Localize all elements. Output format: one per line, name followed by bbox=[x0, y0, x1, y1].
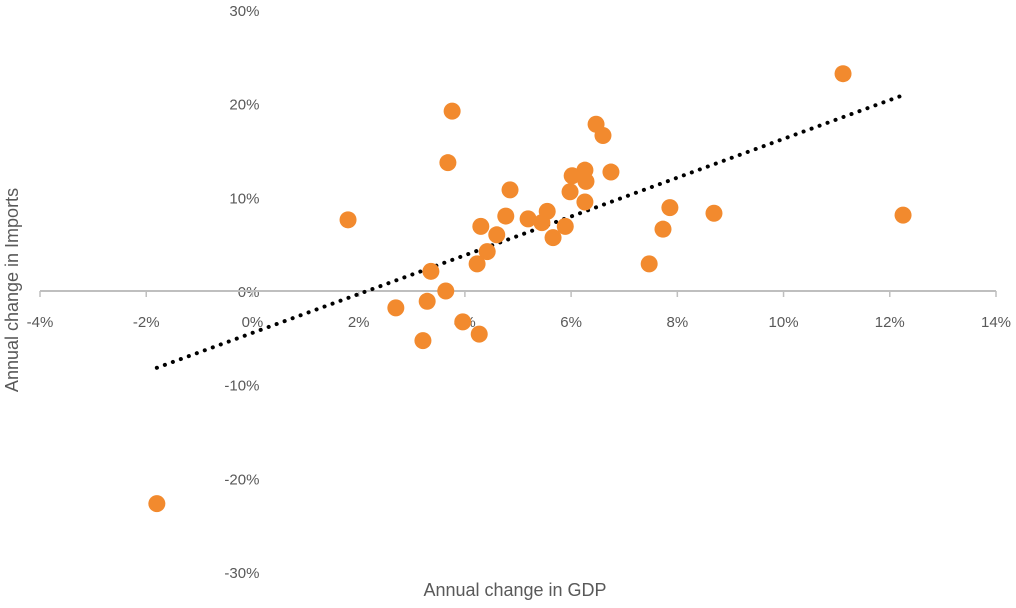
data-point bbox=[478, 243, 496, 261]
data-point bbox=[556, 217, 574, 235]
y-axis-title: Annual change in Imports bbox=[2, 188, 22, 392]
data-point bbox=[488, 226, 506, 244]
data-point bbox=[705, 204, 723, 222]
data-point bbox=[544, 229, 562, 247]
data-point bbox=[443, 102, 461, 120]
x-axis: -4%-2%0%2%4%6%8%10%12%14% bbox=[27, 290, 1011, 331]
data-point bbox=[418, 292, 436, 310]
data-point bbox=[472, 217, 490, 235]
data-point bbox=[602, 163, 620, 181]
data-point bbox=[148, 495, 166, 513]
data-point bbox=[577, 172, 595, 190]
data-point bbox=[422, 262, 440, 280]
data-points bbox=[148, 65, 912, 513]
x-tick-label: 6% bbox=[560, 314, 582, 331]
x-tick-label: 14% bbox=[981, 314, 1011, 331]
y-tick-labels: 30% 20% 10% 0% -10% -20% -30% bbox=[224, 3, 259, 582]
data-point bbox=[454, 313, 472, 331]
data-point bbox=[339, 211, 357, 229]
x-axis-title: Annual change in GDP bbox=[423, 580, 606, 600]
data-point bbox=[497, 207, 515, 225]
data-point bbox=[594, 127, 612, 145]
y-tick-label: -10% bbox=[224, 378, 259, 395]
data-point bbox=[834, 65, 852, 83]
data-point bbox=[468, 255, 486, 273]
y-tick-label: -30% bbox=[224, 565, 259, 582]
y-tick-label: 30% bbox=[229, 3, 259, 20]
data-point bbox=[387, 299, 405, 317]
data-point bbox=[470, 325, 488, 343]
data-point bbox=[640, 255, 658, 273]
x-tick-label: 8% bbox=[666, 314, 688, 331]
data-point bbox=[414, 332, 432, 350]
data-point bbox=[533, 214, 551, 232]
data-point bbox=[654, 220, 672, 238]
x-tick-label: 10% bbox=[769, 314, 799, 331]
y-tick-label: -20% bbox=[224, 471, 259, 488]
x-tick-label: 12% bbox=[875, 314, 905, 331]
data-point bbox=[894, 206, 912, 224]
data-point bbox=[576, 193, 594, 211]
data-point bbox=[437, 282, 455, 300]
y-tick-label: 20% bbox=[229, 97, 259, 114]
data-point bbox=[563, 167, 581, 185]
data-point bbox=[661, 199, 679, 217]
x-tick-label: 2% bbox=[348, 314, 370, 331]
data-point bbox=[439, 154, 457, 172]
y-tick-label: 0% bbox=[238, 284, 260, 301]
data-point bbox=[561, 183, 579, 201]
x-tick-label: -4% bbox=[27, 314, 54, 331]
y-tick-label: 10% bbox=[229, 190, 259, 207]
data-point bbox=[519, 210, 537, 228]
x-tick-label: -2% bbox=[133, 314, 160, 331]
data-point bbox=[501, 181, 519, 199]
x-tick-label: 0% bbox=[242, 314, 264, 331]
